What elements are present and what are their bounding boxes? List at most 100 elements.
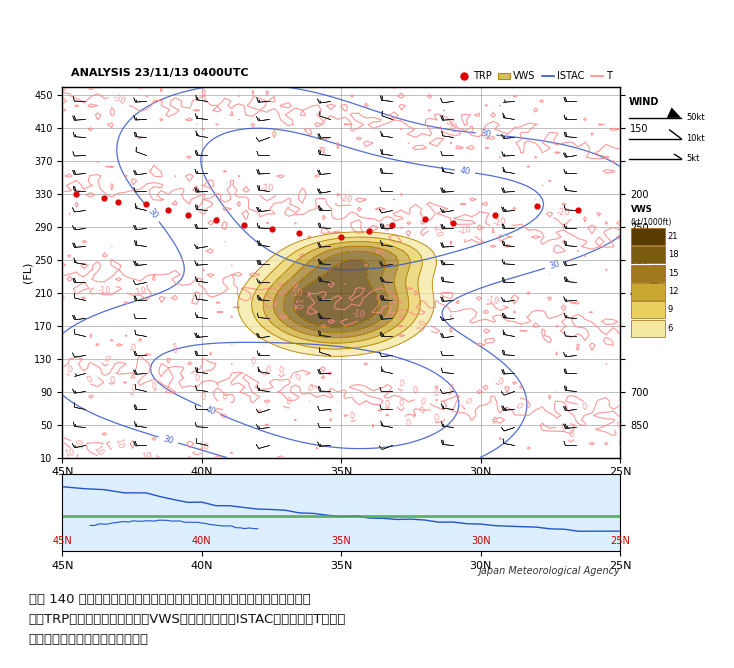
Text: -10: -10	[416, 318, 429, 334]
Y-axis label: (hPa): (hPa)	[650, 258, 660, 287]
Text: 30: 30	[480, 129, 492, 139]
Text: -10: -10	[352, 309, 366, 320]
Text: 10: 10	[91, 444, 104, 458]
Text: 25N: 25N	[610, 536, 631, 546]
Text: -10: -10	[98, 286, 112, 295]
Text: VWS: VWS	[631, 205, 653, 214]
Text: 0: 0	[151, 381, 157, 391]
Text: -10: -10	[132, 286, 148, 299]
Text: WIND: WIND	[628, 97, 659, 107]
Text: 45N: 45N	[53, 536, 72, 546]
Text: 35N: 35N	[332, 536, 351, 546]
Text: 0: 0	[419, 406, 426, 416]
Text: 0: 0	[349, 412, 355, 422]
Bar	[631, 301, 664, 319]
Text: 40: 40	[204, 404, 217, 417]
Text: 30: 30	[162, 434, 175, 446]
Text: 0: 0	[462, 396, 472, 406]
Bar	[631, 283, 664, 300]
Point	[182, 209, 194, 220]
Text: 0: 0	[172, 346, 178, 355]
Text: 0: 0	[568, 430, 573, 439]
Text: 0: 0	[86, 374, 95, 385]
Text: -10: -10	[289, 288, 304, 299]
Text: -30: -30	[111, 92, 127, 106]
Text: 東経 140 度（下部に記載の地図の緑色線）に沿った邉直断面図。圈界面高
度（TRP）、風の邉直シアー（VWS）、等風速線（ISTAC）、気温（T）、お
よび風: 東経 140 度（下部に記載の地図の緑色線）に沿った邉直断面図。圈界面高 度（T…	[29, 593, 346, 646]
Text: -20: -20	[261, 184, 274, 194]
Text: -20: -20	[430, 223, 443, 238]
Text: 21: 21	[668, 232, 678, 241]
Point	[447, 217, 459, 228]
Text: 0: 0	[385, 400, 390, 409]
Text: 0: 0	[279, 366, 284, 375]
Bar	[631, 265, 664, 282]
Point	[363, 226, 375, 236]
Text: 0: 0	[560, 424, 567, 434]
Text: 10: 10	[141, 452, 153, 462]
Bar	[631, 246, 664, 263]
Y-axis label: (FL): (FL)	[23, 262, 32, 283]
Text: 6: 6	[668, 324, 673, 333]
Text: 0: 0	[433, 413, 440, 423]
Text: 40N: 40N	[192, 536, 211, 546]
Text: 0: 0	[398, 379, 404, 389]
Point	[70, 188, 82, 199]
Text: 10kt: 10kt	[686, 134, 705, 143]
Text: -20: -20	[338, 194, 354, 205]
Text: 0: 0	[130, 343, 137, 353]
Point	[335, 231, 347, 242]
Point	[162, 205, 174, 216]
Text: 0: 0	[220, 411, 230, 420]
Text: 40: 40	[459, 166, 470, 176]
Text: 0: 0	[413, 386, 418, 395]
Text: 0: 0	[406, 419, 411, 428]
Polygon shape	[666, 108, 681, 118]
Text: 0: 0	[130, 385, 136, 394]
Text: 0: 0	[194, 373, 200, 383]
Text: 0: 0	[101, 354, 112, 364]
Text: -20: -20	[493, 216, 508, 228]
Text: 12: 12	[668, 287, 678, 296]
Text: 0: 0	[447, 383, 454, 393]
Text: 30N: 30N	[471, 536, 490, 546]
Text: 0: 0	[399, 399, 404, 408]
Text: 50kt: 50kt	[686, 114, 705, 122]
Point	[489, 209, 501, 220]
Text: 0: 0	[305, 383, 313, 394]
Point	[531, 201, 542, 212]
Text: 10: 10	[63, 448, 76, 458]
Point	[112, 197, 124, 208]
Text: 0: 0	[434, 389, 439, 398]
Text: -10: -10	[486, 295, 501, 307]
Point	[140, 198, 152, 209]
Text: 10: 10	[113, 437, 125, 450]
Text: 9: 9	[668, 305, 673, 315]
Text: 0: 0	[294, 373, 303, 383]
Point	[238, 220, 250, 230]
Text: 5kt: 5kt	[686, 154, 700, 163]
Point	[419, 213, 431, 224]
Text: ANALYSIS 23/11/13 0400UTC: ANALYSIS 23/11/13 0400UTC	[70, 67, 248, 77]
Point	[573, 205, 584, 216]
Point	[385, 220, 397, 230]
Point	[266, 223, 277, 234]
Text: 0: 0	[66, 365, 73, 375]
Point	[210, 215, 222, 226]
Point	[98, 192, 110, 203]
Text: 0: 0	[222, 392, 228, 401]
Text: 0: 0	[286, 397, 291, 407]
Text: 18: 18	[668, 250, 678, 259]
Text: Japan Meteorological Agency: Japan Meteorological Agency	[479, 566, 620, 576]
Text: 10: 10	[76, 438, 86, 450]
Text: 0: 0	[250, 357, 255, 366]
Text: -20: -20	[557, 208, 570, 217]
Text: 0: 0	[616, 420, 625, 431]
Text: 0: 0	[419, 397, 426, 407]
Text: -20: -20	[457, 224, 472, 236]
Text: 0: 0	[497, 377, 504, 386]
Text: 0: 0	[581, 402, 588, 411]
Text: 0: 0	[513, 401, 523, 411]
Bar	[631, 320, 664, 337]
Bar	[631, 228, 664, 245]
Text: -10: -10	[293, 296, 302, 309]
